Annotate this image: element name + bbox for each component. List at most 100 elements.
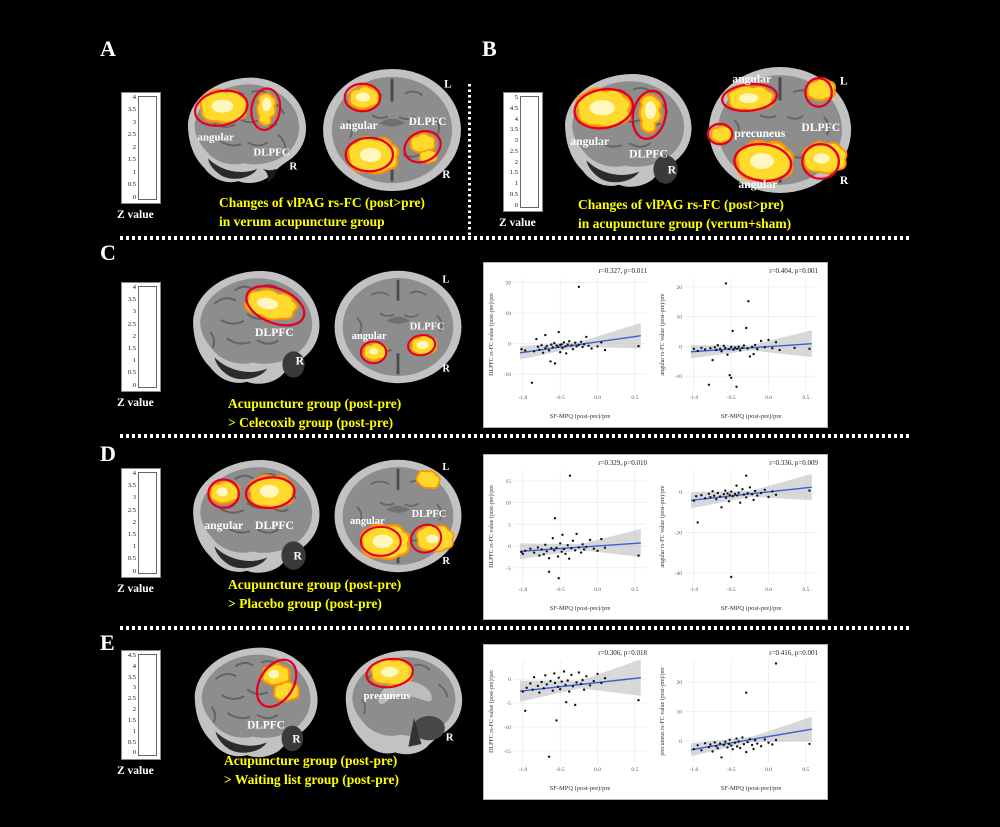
caption-b-line2: in acupuncture group (verum+sham) [578,215,792,231]
colorbar-b-gradient [520,96,539,208]
panel-letter-e: E [100,630,115,655]
tick: 5 [514,94,518,101]
scatter-panel-e: -1.0 -0.5 0.0 0.5 -15 -10 -5 0 r=0.306, p=0.018 S… [483,644,828,800]
orientation-label: R [292,733,301,745]
brain-axial-a: L angular DLPFC R [323,68,461,192]
colorbar-e-ticks: 4.5 4 3.5 3 2.5 2 1.5 1 0.5 0 [123,652,136,757]
region-label: DLPFC [255,519,294,532]
colorbar-c-title: Z value [117,397,154,409]
svg-text:-40: -40 [675,571,683,577]
region-label: angular [732,72,771,85]
brain-axial-b: angular L precuneus DLPFC angular R [706,67,852,193]
colorbar-a-title: Z value [117,209,154,221]
svg-text:0.0: 0.0 [765,767,772,773]
colorbar-e-gradient [138,654,157,756]
divider-row-3 [120,626,910,630]
divider-row-2 [120,434,910,438]
roi-circle [801,143,841,180]
region-label: angular [570,135,609,148]
activation-blob [199,88,248,125]
svg-text:0.5: 0.5 [631,587,638,593]
caption-e-line1: Acupuncture group (post-pre) [224,753,398,768]
roi-circle [721,82,779,113]
svg-text:0.0: 0.0 [594,587,601,593]
svg-text:0.0: 0.0 [594,395,601,401]
caption-d-line2: > Placebo group (post-pre) [228,595,382,611]
svg-text:-1.0: -1.0 [690,395,699,401]
svg-text:-0.5: -0.5 [727,395,736,401]
svg-text:-1.0: -1.0 [690,587,699,593]
caption-e: Acupuncture group (post-pre) > Waiting l… [224,752,504,790]
panel-letter-d: D [100,441,116,466]
tick: 2 [132,706,136,714]
region-label: angular [738,178,777,191]
svg-text:0.5: 0.5 [802,395,809,401]
svg-text:-0.5: -0.5 [556,395,565,401]
divider-row-1 [120,236,910,240]
tick: 1.5 [509,169,518,177]
orientation-label: R [442,556,450,567]
roi-circle [403,130,442,164]
tick: 3.5 [127,106,136,114]
tick: 2 [132,332,136,340]
region-label: DLPFC [629,147,668,160]
activation-blob [261,662,291,687]
svg-text:0: 0 [679,344,682,350]
orientation-label: R [289,161,297,173]
roi-circle [255,658,298,708]
tick: 1.5 [127,156,136,164]
svg-text:-10: -10 [675,374,683,380]
orientation-label: R [446,731,454,743]
svg-text:0.0: 0.0 [765,395,772,401]
orientation-label: R [668,164,677,177]
tick: 2 [132,143,136,151]
svg-text:angular rs-FC value (post-pre): angular rs-FC value (post-pre)/pre [659,485,666,567]
tick: 4 [132,284,136,291]
activation-blob [638,93,663,134]
svg-text:-1.0: -1.0 [519,395,528,401]
caption-a: Changes of vlPAG rs-FC (post>pre) in ver… [219,194,489,232]
colorbar-c-gradient [138,286,157,388]
svg-text:DLPFC rs-FC value (post-pre)/p: DLPFC rs-FC value (post-pre)/pre [488,670,495,753]
orientation-label: L [442,275,449,286]
tick: 3 [132,684,136,692]
region-label: angular [198,131,234,143]
region-label: DLPFC [412,509,447,520]
colorbar-e-title: Z value [117,765,154,777]
region-label: DLPFC [253,147,289,159]
region-label: DLPFC [801,121,840,134]
brain-sagittal-d: angular DLPFC R [193,459,320,573]
scatter-panel-d: -1.0 -0.5 0.0 0.5 -5 0 5 10 15 r=0.329, p=0.010 SF… [483,454,828,620]
svg-text:-1.0: -1.0 [519,587,528,593]
svg-text:20: 20 [506,281,512,287]
svg-text:SF-MPQ (post-pre)/pre: SF-MPQ (post-pre)/pre [721,785,782,792]
svg-text:10: 10 [677,315,683,321]
roi-circle [359,340,388,365]
orientation-label: L [444,79,452,91]
tick: 2.5 [127,695,136,703]
svg-text:-10: -10 [504,725,512,731]
activation-blob [244,288,299,321]
roi-circle [244,476,296,510]
brain-sagittal-b: angular DLPFC R [565,73,692,187]
svg-text:-0.5: -0.5 [556,767,565,773]
svg-text:-5: -5 [506,566,511,572]
svg-text:DLPFC rs-FC value (post-pre)/p: DLPFC rs-FC value (post-pre)/pre [488,485,495,568]
colorbar-b-title: Z value [499,217,536,229]
tick: 0 [132,381,136,389]
tick: 0.5 [127,181,136,189]
colorbar-d: 4 3.5 3 2.5 2 1.5 1 0.5 0 [121,468,161,578]
tick: 3 [132,494,136,502]
tick: 0.5 [127,369,136,377]
svg-text:0.0: 0.0 [594,767,601,773]
svg-text:precuneus rs-FC value (post-pr: precuneus rs-FC value (post-pre)/pre [659,667,666,756]
scatter-chart-c2: -1.0 -0.5 0.0 0.5 -10 0 10 20 r=0.404, p=0.001 SF… [655,263,826,425]
region-label: angular [340,120,378,132]
panel-letter-b: B [482,36,497,61]
tick: 2.5 [509,147,518,155]
tick: 3 [514,137,518,144]
colorbar-b: 5 4.5 4 3.5 3 2.5 2 1.5 1 0.5 0 [503,92,543,212]
svg-text:DLPFC rs-FC value (post-pre)/p: DLPFC rs-FC value (post-pre)/pre [488,293,495,376]
roi-circle [343,82,382,113]
roi-circle [804,77,833,108]
